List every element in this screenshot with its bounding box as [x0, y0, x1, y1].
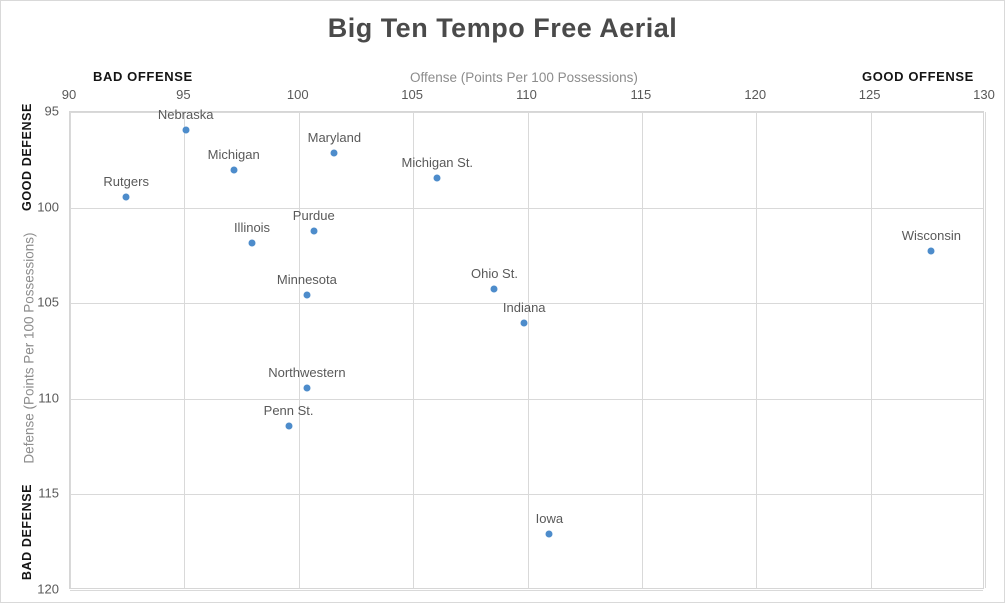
y-tick-label: 120 [37, 581, 59, 597]
point-label-purdue: Purdue [292, 208, 335, 224]
y-gridline [70, 494, 983, 496]
x-tick-label: 120 [744, 87, 767, 102]
x-gridline [756, 112, 758, 588]
data-point-purdue [310, 227, 318, 235]
x-tick-label: 100 [286, 87, 309, 102]
point-label-rutgers: Rutgers [103, 174, 149, 190]
point-label-michigan: Michigan [207, 147, 260, 163]
x-tick-label: 115 [630, 87, 652, 102]
x-tick-label: 130 [973, 87, 995, 102]
point-label-indiana: Indiana [502, 300, 546, 316]
data-point-wisconsin [927, 247, 935, 255]
y-gridline [70, 112, 983, 113]
x-tick-label: 90 [61, 87, 77, 102]
y-axis-title: Defense (Points Per 100 Possessions) [21, 232, 37, 464]
y-gridline [70, 303, 983, 305]
data-point-maryland [330, 149, 338, 157]
point-label-michigan-st: Michigan St. [401, 154, 474, 170]
x-tick-label: 110 [516, 87, 537, 102]
x-tick-label: 125 [858, 87, 881, 102]
y-tick-label: 110 [38, 390, 59, 406]
data-point-michigan-st [433, 174, 441, 182]
data-point-iowa [545, 530, 553, 538]
data-point-nebraska [182, 126, 190, 134]
x-gridline [870, 112, 872, 588]
x-tick-label: 95 [176, 87, 191, 102]
y-tick-label: 100 [37, 199, 59, 215]
x-gridline [641, 112, 643, 588]
x-gridline [985, 112, 986, 588]
point-label-illinois: Illinois [233, 219, 271, 235]
plot-area [69, 111, 986, 591]
x-gridline [184, 112, 186, 588]
y-tick-label: 95 [44, 103, 59, 119]
y-tick-label: 115 [38, 485, 59, 501]
x-gridline [413, 112, 415, 588]
bad-offense-label: BAD OFFENSE [93, 69, 193, 84]
data-point-illinois [248, 239, 256, 247]
data-point-penn-st [285, 422, 293, 430]
point-label-northwestern: Northwestern [268, 365, 346, 381]
data-point-northwestern [303, 384, 311, 392]
data-point-minnesota [303, 291, 311, 299]
point-label-ohio-st: Ohio St. [470, 265, 518, 281]
good-defense-label: GOOD DEFENSE [20, 103, 34, 211]
x-gridline [527, 112, 529, 588]
y-gridline [70, 207, 983, 209]
point-label-maryland: Maryland [307, 130, 362, 146]
x-axis-title: Offense (Points Per 100 Possessions) [410, 70, 638, 85]
y-tick-label: 105 [37, 294, 59, 310]
point-label-penn-st: Penn St. [263, 403, 314, 419]
point-label-wisconsin: Wisconsin [901, 227, 961, 243]
point-label-iowa: Iowa [535, 510, 564, 526]
point-label-nebraska: Nebraska [157, 107, 214, 123]
data-point-rutgers [122, 193, 130, 201]
chart-title: Big Ten Tempo Free Aerial [327, 13, 678, 43]
good-offense-label: GOOD OFFENSE [862, 69, 974, 84]
data-point-ohio-st [490, 285, 498, 293]
point-label-minnesota: Minnesota [276, 271, 337, 287]
x-gridline [298, 112, 300, 588]
y-gridline [70, 398, 983, 400]
data-point-indiana [520, 319, 528, 327]
data-point-michigan [230, 166, 238, 174]
x-gridline [70, 112, 71, 588]
y-gridline [70, 590, 983, 591]
x-tick-label: 105 [401, 87, 423, 102]
